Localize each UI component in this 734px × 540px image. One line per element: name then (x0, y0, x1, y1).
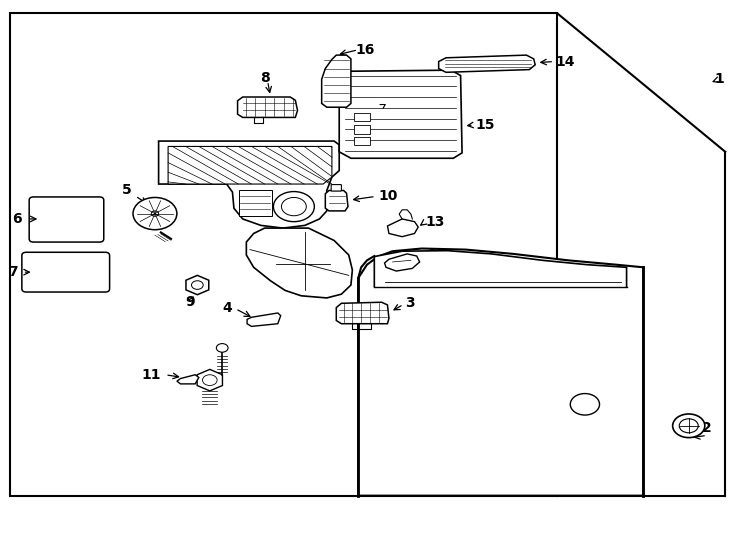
Polygon shape (159, 141, 339, 228)
Text: 8: 8 (260, 71, 269, 85)
Polygon shape (388, 219, 418, 237)
Polygon shape (358, 248, 644, 496)
Circle shape (151, 211, 159, 217)
Text: 4: 4 (222, 301, 232, 315)
Text: 7: 7 (8, 265, 18, 279)
Circle shape (679, 419, 698, 433)
Text: 16: 16 (356, 43, 375, 57)
FancyBboxPatch shape (354, 113, 370, 121)
Text: 13: 13 (426, 215, 445, 228)
Circle shape (203, 375, 217, 386)
Circle shape (672, 414, 705, 437)
Circle shape (273, 192, 314, 221)
Polygon shape (177, 375, 199, 384)
Polygon shape (197, 369, 222, 391)
Text: 11: 11 (142, 368, 161, 382)
Text: 12: 12 (427, 248, 446, 262)
FancyBboxPatch shape (29, 197, 103, 242)
Text: 2: 2 (702, 422, 712, 435)
Text: 6: 6 (12, 212, 22, 226)
Polygon shape (374, 251, 627, 287)
Polygon shape (321, 55, 351, 107)
Polygon shape (168, 146, 332, 184)
Text: 3: 3 (405, 296, 415, 310)
Polygon shape (168, 146, 332, 184)
FancyBboxPatch shape (22, 252, 109, 292)
Polygon shape (239, 191, 272, 217)
Text: 9: 9 (185, 295, 195, 309)
Text: 1: 1 (715, 72, 724, 86)
Circle shape (570, 394, 600, 415)
Text: 14: 14 (556, 55, 575, 69)
Polygon shape (385, 254, 420, 271)
Text: 15: 15 (475, 118, 495, 132)
Polygon shape (247, 228, 352, 298)
Polygon shape (186, 275, 208, 295)
Circle shape (281, 198, 306, 216)
FancyBboxPatch shape (354, 125, 370, 133)
Polygon shape (325, 191, 348, 211)
Circle shape (192, 281, 203, 289)
Polygon shape (439, 55, 535, 72)
Polygon shape (247, 313, 280, 326)
Text: 10: 10 (378, 189, 397, 203)
Circle shape (133, 198, 177, 230)
Polygon shape (336, 302, 389, 323)
FancyBboxPatch shape (331, 185, 341, 191)
Polygon shape (339, 70, 462, 158)
FancyBboxPatch shape (354, 137, 370, 145)
Polygon shape (238, 97, 297, 117)
Circle shape (217, 343, 228, 352)
Text: 5: 5 (122, 184, 131, 198)
